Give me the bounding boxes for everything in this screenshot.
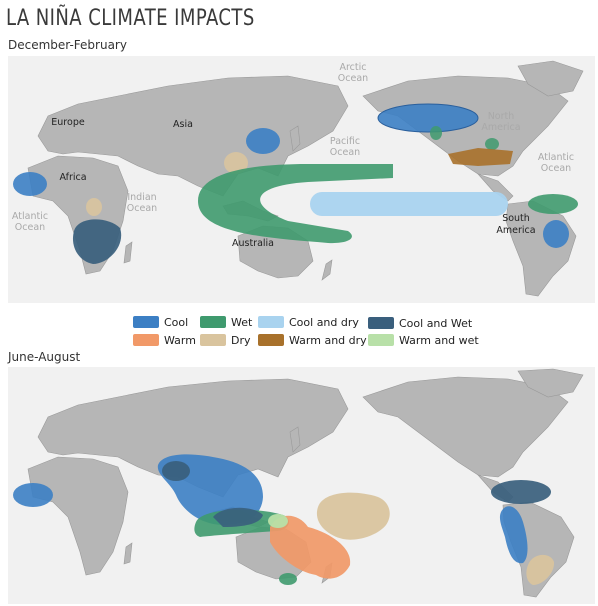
region-cool-wet-southern-africa [72,219,122,264]
page-title: LA NIÑA CLIMATE IMPACTS [6,6,255,31]
region-cool-canada [377,103,479,133]
label-south-america-1: South [502,213,530,224]
label-australia: Australia [232,238,274,249]
legend-item-cool-and-wet: Cool and Wet [368,316,472,330]
land-masses [27,368,584,598]
map-dec-feb: Arctic Ocean Europe Asia Africa Pacific … [8,56,595,303]
legend-item-dry: Dry [200,333,251,347]
label-europe: Europe [51,117,85,128]
region-warm-dry-us-south [448,148,513,166]
label-arctic-ocean-2: Ocean [338,73,368,84]
region-dry-southeast-south-america [526,554,555,585]
label-atlantic-ocean-east-2: Ocean [541,163,571,174]
region-cool-west-africa [13,483,53,507]
region-wet-ohio-valley [485,138,499,150]
legend-label-wet: Wet [231,315,253,329]
region-wet-maritime-continent [198,164,393,244]
legend-item-wet: Wet [200,315,252,329]
region-cool-west-south-america [499,506,528,564]
label-atlantic-ocean-west-1: Atlantic [12,211,48,222]
label-pacific-ocean-1: Pacific [330,136,360,147]
legend-swatch-cool [133,316,159,328]
label-indian-ocean-2: Ocean [127,203,157,214]
label-south-america-2: America [496,225,535,236]
legend-item-cool-and-dry: Cool and dry [258,315,359,329]
legend-swatch-cool-and-wet [368,317,394,329]
legend-label-warm-and-dry: Warm and dry [289,333,367,347]
region-cool-dry-equatorial-pacific [310,192,508,216]
label-north-america-1: North [488,111,515,122]
region-dry-east-africa [86,198,102,216]
label-atlantic-ocean-west-2: Ocean [15,222,45,233]
map-labels: Arctic Ocean Europe Asia Africa Pacific … [12,62,574,249]
legend-label-dry: Dry [231,333,251,347]
legend-label-cool-and-wet: Cool and Wet [399,316,473,330]
region-wet-northern-south-america [528,194,578,214]
legend-swatch-warm-and-dry [258,334,284,346]
region-cool-west-africa [13,172,47,196]
region-cool-wet-central-america [491,480,551,504]
legend-label-cool: Cool [164,315,189,329]
region-warm-wet-northern-australia [268,514,288,528]
region-cool-wet-india [162,461,190,481]
map-jun-aug [8,367,595,604]
label-asia: Asia [173,119,193,130]
label-arctic-ocean-1: Arctic [339,62,366,73]
legend-label-cool-and-dry: Cool and dry [289,315,359,329]
season-label-dec-feb: December-February [8,38,127,52]
season-label-jun-aug: June-August [8,350,81,364]
label-indian-ocean-1: Indian [127,192,156,203]
legend: Cool Wet Cool and dry Cool and Wet Warm … [0,313,598,349]
impact-regions [13,103,578,264]
region-wet-tasmania [279,573,297,585]
legend-item-cool: Cool [133,315,188,329]
label-africa: Africa [59,172,86,183]
region-cool-wet-indonesia [213,507,263,527]
impact-regions [13,454,555,585]
legend-label-warm-and-wet: Warm and wet [399,333,479,347]
region-dry-south-china [224,152,248,174]
legend-swatch-warm-and-wet [368,334,394,346]
label-north-america-2: America [481,122,520,133]
legend-swatch-warm [133,334,159,346]
legend-label-warm: Warm [164,333,196,347]
region-warm-eastern-australia [270,515,351,579]
label-atlantic-ocean-east-1: Atlantic [538,152,574,163]
region-wet-pacific-nw [430,126,442,140]
region-cool-east-asia [246,128,280,154]
legend-item-warm-and-dry: Warm and dry [258,333,367,347]
legend-swatch-cool-and-dry [258,316,284,328]
legend-swatch-dry [200,334,226,346]
legend-swatch-wet [200,316,226,328]
region-cool-southeast-south-america [543,220,569,248]
legend-item-warm: Warm [133,333,196,347]
label-pacific-ocean-2: Ocean [330,147,360,158]
region-dry-central-pacific [316,492,390,540]
legend-item-warm-and-wet: Warm and wet [368,333,479,347]
